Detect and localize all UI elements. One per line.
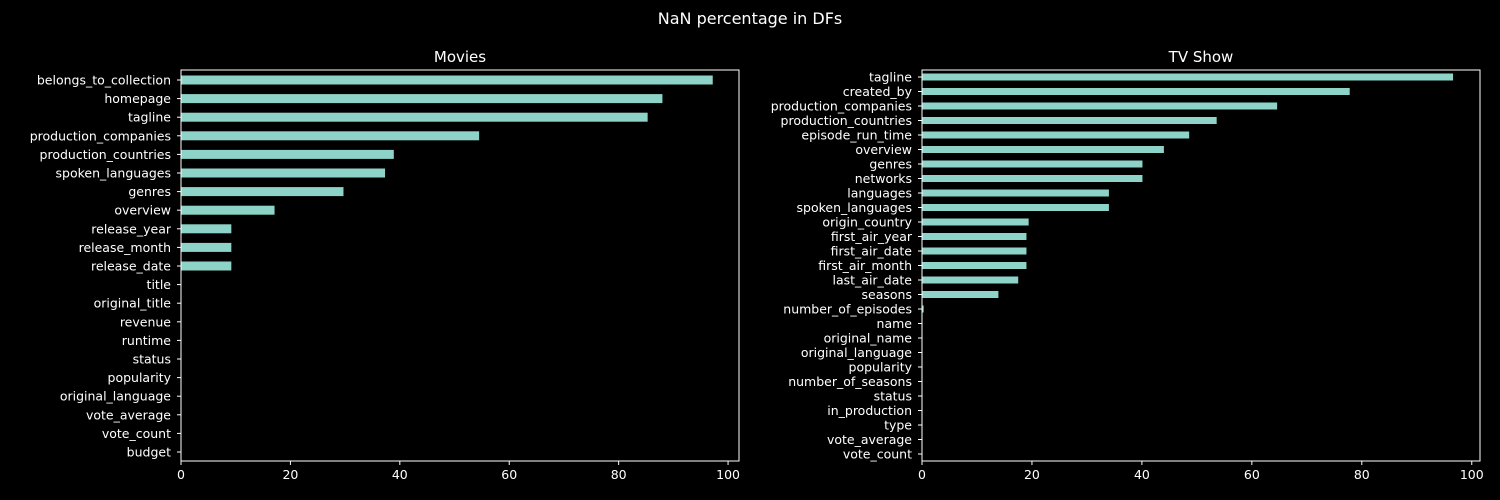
tv-show-chart: TV Show taglinecreated_byproduction_compa… xyxy=(771,48,1484,482)
tv-bar-overview xyxy=(922,146,1164,153)
tv-y-tick-label: spoken_languages xyxy=(797,200,912,215)
movies-y-tick-label: production_companies xyxy=(30,128,171,143)
tv-bar-spoken_languages xyxy=(922,204,1109,211)
movies-bar-tagline xyxy=(181,112,648,122)
tv-y-tick-label: name xyxy=(877,316,913,331)
movies-y-tick-label: revenue xyxy=(120,314,171,329)
tv-bar-production_companies xyxy=(922,102,1278,110)
tv-y-tick-label: production_countries xyxy=(781,113,912,128)
movies-bar-overview xyxy=(181,205,275,215)
tv-y-tick-label: number_of_episodes xyxy=(783,302,912,317)
movies-x-tick-label: 0 xyxy=(177,467,185,482)
tv-y-tick-label: production_companies xyxy=(771,99,912,114)
movies-y-tick-label: production_countries xyxy=(40,147,171,162)
movies-chart: Movies belongs_to_collection homepage tagli… xyxy=(30,48,740,482)
tv-y-tick-label: status xyxy=(874,389,912,404)
tv-y-tick-label: original_language xyxy=(801,345,912,360)
movies-y-tick-label: genres xyxy=(128,184,171,199)
tv-bar-first_air_date xyxy=(922,247,1027,255)
tv-y-tick-label: first_air_year xyxy=(831,229,913,244)
tv-y-tick-label: original_name xyxy=(824,331,913,346)
tv-bar-created_by xyxy=(922,88,1350,95)
figure-title: NaN percentage in DFs xyxy=(658,9,843,28)
movies-y-tick-label: budget xyxy=(127,445,171,460)
movies-x-tick-label: 40 xyxy=(392,467,408,482)
movies-x-tick-label: 100 xyxy=(716,467,740,482)
movies-y-tick-label: release_date xyxy=(91,259,171,274)
movies-y-tick-label: original_language xyxy=(60,389,171,404)
tv-y-tick-label: networks xyxy=(855,171,912,186)
tv-y-tick-label: origin_country xyxy=(822,215,912,230)
movies-bar-belongs_to_collection xyxy=(181,75,713,85)
tv-bar-origin_country xyxy=(922,218,1029,226)
tv-bar-first_air_month xyxy=(922,262,1027,269)
movies-bar-release_month xyxy=(181,242,232,252)
movies-y-tick-label: belongs_to_collection xyxy=(37,73,171,88)
movies-y-tick-label: homepage xyxy=(104,91,171,106)
tv-y-tick-label: created_by xyxy=(843,84,913,99)
tv-bar-first_air_year xyxy=(922,233,1027,240)
tv-bar-networks xyxy=(922,175,1143,182)
tv-y-tick-label: overview xyxy=(855,142,912,157)
tv-y-tick-label: popularity xyxy=(849,360,913,375)
tv-y-tick-label: first_air_month xyxy=(818,258,912,273)
movies-bar-production_companies xyxy=(181,131,480,141)
movies-chart-title: Movies xyxy=(434,48,486,66)
movies-y-tick-label: overview xyxy=(114,203,171,218)
tv-x-tick-label: 40 xyxy=(1134,467,1150,482)
tv-y-tick-label: languages xyxy=(847,186,912,201)
movies-y-tick-label: release_month xyxy=(79,240,171,255)
tv-bar-tagline xyxy=(922,73,1454,81)
tv-bar-seasons xyxy=(922,291,999,298)
tv-y-tick-label: tagline xyxy=(869,70,912,85)
tv-bar-number_of_episodes xyxy=(922,305,924,313)
movies-y-tick-label: release_year xyxy=(91,221,172,236)
movies-x-tick-label: 80 xyxy=(611,467,627,482)
movies-y-tick-label: popularity xyxy=(108,370,172,385)
movies-y-tick-label: vote_average xyxy=(86,407,171,422)
movies-y-tick-label: tagline xyxy=(128,110,171,125)
tv-bar-genres xyxy=(922,160,1143,168)
movies-y-tick-label: original_title xyxy=(94,296,172,311)
tv-y-tick-label: type xyxy=(884,418,912,433)
tv-bar-languages xyxy=(922,189,1109,197)
tv-y-tick-label: seasons xyxy=(862,287,912,302)
movies-y-tick-label: vote_count xyxy=(102,426,171,441)
tv-y-tick-label: episode_run_time xyxy=(801,128,912,143)
movies-plot-frame xyxy=(180,69,740,462)
tv-y-tick-label: number_of_seasons xyxy=(788,374,912,389)
tv-x-tick-label: 0 xyxy=(918,467,926,482)
tv-x-tick-label: 20 xyxy=(1024,467,1040,482)
movies-x-tick-label: 20 xyxy=(282,467,298,482)
tv-y-tick-label: vote_average xyxy=(827,432,912,447)
movies-y-tick-label: status xyxy=(133,352,171,367)
movies-bar-spoken_languages xyxy=(181,168,386,178)
movies-bar-homepage xyxy=(181,94,663,104)
movies-bar-genres xyxy=(181,187,344,197)
movies-y-tick-label: runtime xyxy=(122,333,172,348)
movies-y-tick-label: spoken_languages xyxy=(56,166,171,181)
tv-bar-episode_run_time xyxy=(922,131,1190,139)
tv-bar-last_air_date xyxy=(922,276,1019,284)
tv-plot-frame xyxy=(921,69,1481,462)
tv-chart-title: TV Show xyxy=(1168,48,1234,66)
tv-y-tick-label: first_air_date xyxy=(831,244,913,259)
tv-x-tick-label: 100 xyxy=(1460,467,1484,482)
movies-bar-release_date xyxy=(181,261,232,271)
tv-bar-production_countries xyxy=(922,117,1217,124)
movies-bar-release_year xyxy=(181,224,232,234)
tv-y-tick-label: vote_count xyxy=(843,447,912,462)
movies-x-tick-label: 60 xyxy=(501,467,517,482)
tv-x-tick-label: 60 xyxy=(1244,467,1260,482)
tv-y-tick-label: genres xyxy=(869,157,912,172)
tv-y-tick-label: last_air_date xyxy=(832,273,912,288)
tv-x-tick-label: 80 xyxy=(1354,467,1370,482)
movies-bar-production_countries xyxy=(181,149,394,159)
movies-y-tick-label: title xyxy=(147,277,172,292)
tv-y-tick-label: in_production xyxy=(827,403,912,418)
